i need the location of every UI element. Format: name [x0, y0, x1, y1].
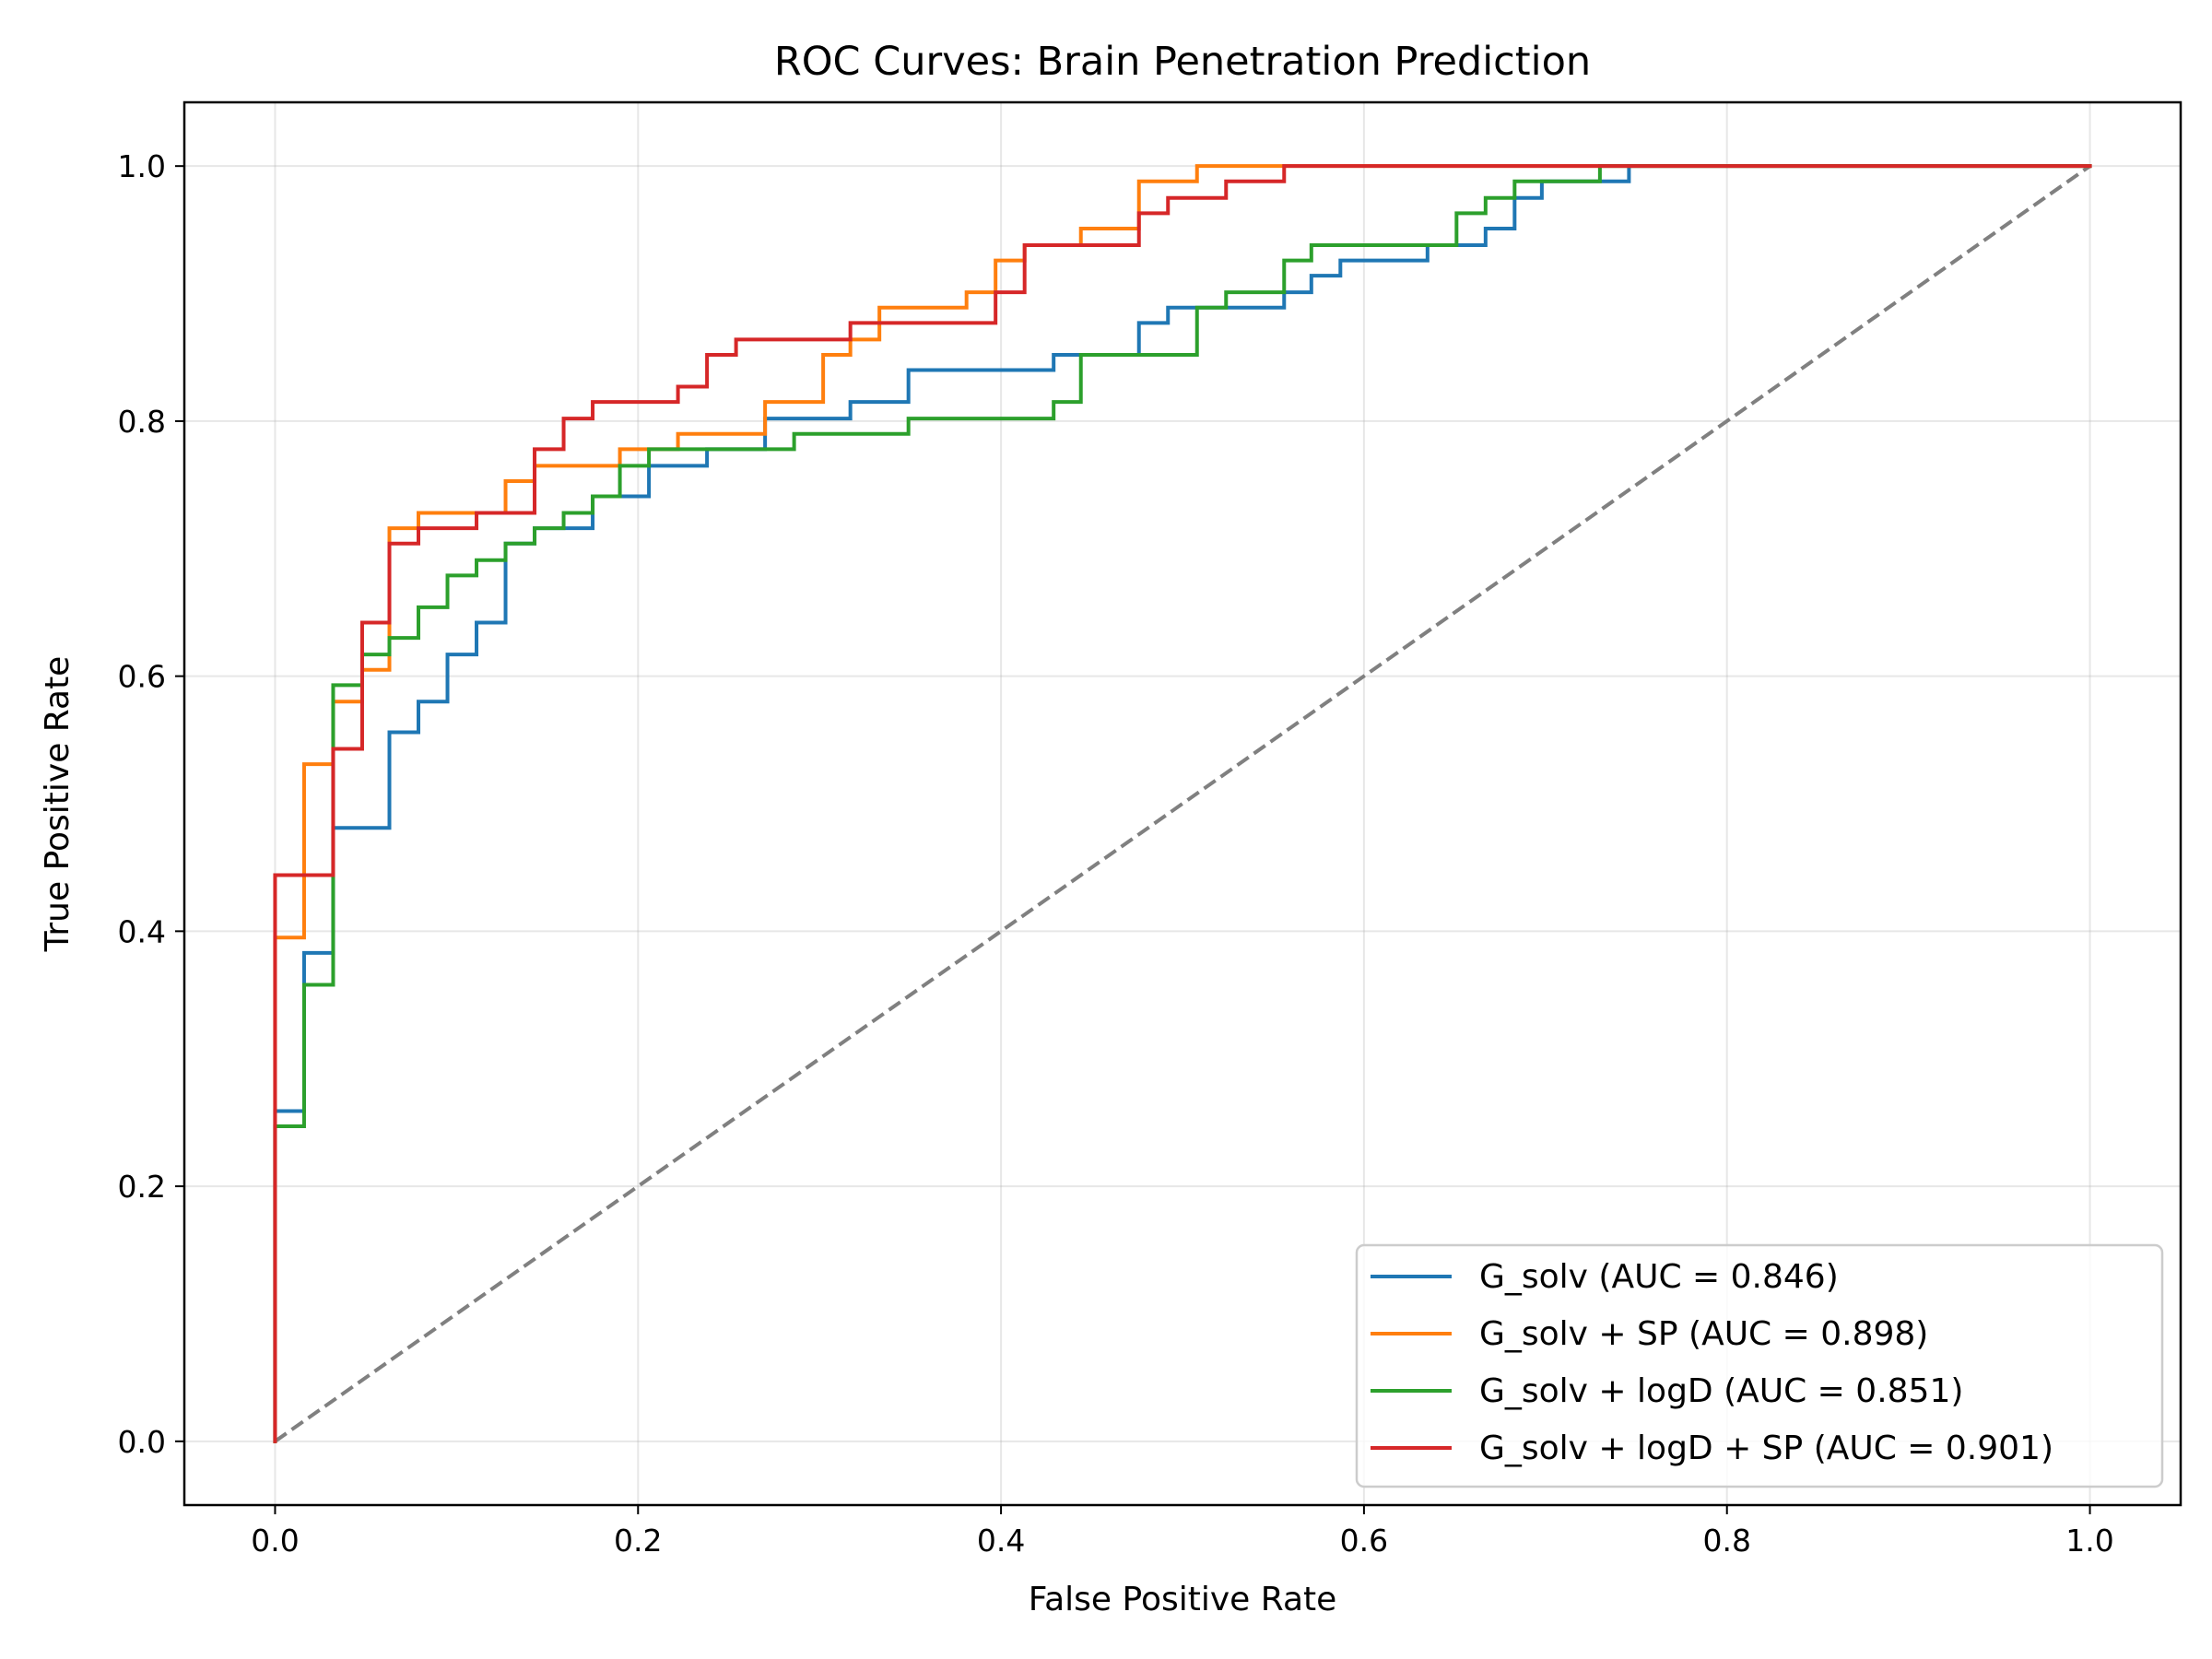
x-tick-label: 0.8 [1702, 1523, 1750, 1559]
chart-title: ROC Curves: Brain Penetration Prediction [774, 39, 1591, 85]
x-tick-label: 1.0 [2065, 1523, 2113, 1559]
x-tick-label: 0.0 [251, 1523, 299, 1559]
y-tick-label: 0.0 [118, 1424, 166, 1460]
legend-entry-label: G_solv + logD (AUC = 0.851) [1479, 1372, 1963, 1410]
legend-box [1355, 1243, 2164, 1488]
chance-reference-line [274, 164, 2091, 1443]
y-tick-label: 0.6 [118, 659, 166, 695]
axes-frame [182, 100, 2183, 1507]
x-tick-label: 0.4 [977, 1523, 1025, 1559]
y-tick-label: 1.0 [118, 148, 166, 184]
roc-series-line-4 [273, 164, 2092, 1443]
legend: G_solv (AUC = 0.846) G_solv + SP (AUC = 0… [1355, 1243, 2164, 1488]
y-tick-label: 0.4 [118, 913, 166, 949]
roc-series-line-3 [273, 164, 2092, 1443]
x-tick-label: 0.6 [1340, 1523, 1388, 1559]
legend-entry-label: G_solv + SP (AUC = 0.898) [1479, 1315, 1928, 1353]
y-tick-label: 0.2 [118, 1169, 166, 1205]
grid-lines [184, 102, 2181, 1505]
legend-entry-label: G_solv + logD + SP (AUC = 0.901) [1479, 1430, 2053, 1467]
legend-entry-label: G_solv (AUC = 0.846) [1479, 1258, 1839, 1296]
x-axis-label: False Positive Rate [1029, 1581, 1337, 1618]
y-axis-label: True Positive Rate [39, 656, 76, 953]
x-axis-ticks: 0.0 0.2 0.4 0.6 0.8 1.0 [251, 1505, 2114, 1559]
y-tick-label: 0.8 [118, 404, 166, 440]
plot-area [273, 164, 2092, 1443]
x-tick-label: 0.2 [614, 1523, 662, 1559]
y-axis-ticks: 0.0 0.2 0.4 0.6 0.8 1.0 [118, 148, 184, 1460]
